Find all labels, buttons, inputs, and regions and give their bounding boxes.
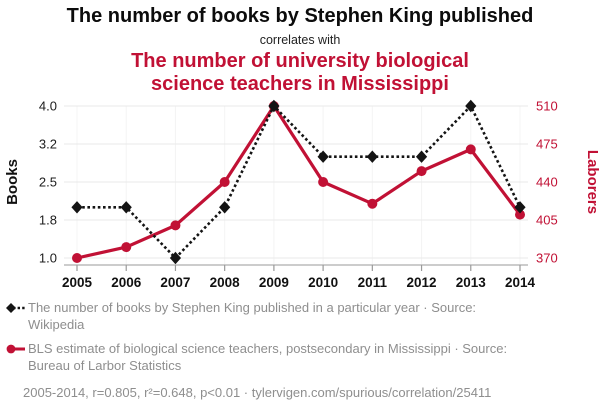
series-books-point xyxy=(514,201,526,214)
year-label: 2012 xyxy=(407,275,437,290)
year-label: 2005 xyxy=(62,275,93,290)
correlates-with-label: correlates with xyxy=(259,33,341,47)
left-tick-label: 1.8 xyxy=(39,213,57,228)
legend-item-teachers-label: BLS estimate of biological science teach… xyxy=(28,341,508,374)
year-label: 2006 xyxy=(111,275,142,290)
right-tick-label: 370 xyxy=(536,251,558,266)
right-tick-label: 510 xyxy=(536,99,558,114)
year-label: 2013 xyxy=(456,275,487,290)
series-teachers-line xyxy=(76,104,522,260)
series-books-point xyxy=(317,150,329,163)
series-teachers-point xyxy=(465,144,476,155)
series-books-point xyxy=(120,201,132,214)
year-label: 2007 xyxy=(160,275,190,290)
legend-item-books: The number of books by Stephen King publ… xyxy=(6,299,590,333)
series-books-point xyxy=(366,150,378,163)
series-teachers-point xyxy=(515,209,525,220)
header: The number of books by Stephen King publ… xyxy=(0,0,600,96)
series-teachers-point xyxy=(219,177,230,187)
legend-item-teachers: BLS estimate of biological science teach… xyxy=(6,340,590,374)
right-axis-title: Laborers xyxy=(584,150,600,214)
series-books-point xyxy=(71,201,83,214)
series-teachers-point xyxy=(121,242,132,253)
series-books-point xyxy=(465,99,477,113)
chart-canvas: 4.0 510 3.2 475 2.5 440 1.8 405 1.0 370 2005 2006 20… xyxy=(4,99,600,291)
series-teachers-point xyxy=(72,253,82,263)
year-label: 2014 xyxy=(505,275,536,290)
year-label: 2009 xyxy=(259,275,289,290)
series-books-point xyxy=(268,99,280,113)
red-circle-line-icon xyxy=(6,344,25,354)
legend-item-books-label: The number of books by Stephen King publ… xyxy=(28,300,477,333)
year-label: 2011 xyxy=(358,275,388,290)
left-tick-label: 1.0 xyxy=(39,251,57,266)
year-label: 2008 xyxy=(210,275,241,290)
series-teachers-point xyxy=(367,198,378,209)
right-tick-label: 405 xyxy=(536,213,558,228)
series-teachers-point xyxy=(318,177,329,187)
left-tick-label: 3.2 xyxy=(39,137,57,152)
chart-legend: The number of books by Stephen King publ… xyxy=(0,293,600,400)
series-teachers-point xyxy=(170,220,181,231)
left-tick-label: 2.5 xyxy=(39,175,57,190)
series-books-point xyxy=(219,201,231,214)
year-label: 2010 xyxy=(308,275,338,290)
series-books-point xyxy=(415,150,428,163)
black-diamond-dotted-icon xyxy=(6,303,25,313)
stats-line: 2005-2014, r=0.805, r²=0.648, p<0.01 · t… xyxy=(23,384,492,400)
left-tick-label: 4.0 xyxy=(39,99,57,114)
secondary-title: The number of university biological scie… xyxy=(131,50,469,95)
page-title: The number of books by Stephen King publ… xyxy=(66,5,534,27)
right-tick-label: 440 xyxy=(536,175,558,190)
series-books-point xyxy=(169,251,182,265)
right-tick-label: 475 xyxy=(536,137,558,152)
series-books-line xyxy=(77,104,522,260)
left-axis-title: Books xyxy=(4,159,21,205)
chart-area: 4.0 510 3.2 475 2.5 440 1.8 405 1.0 370 2005 2006 20… xyxy=(0,97,600,293)
series-teachers-point xyxy=(416,166,427,177)
